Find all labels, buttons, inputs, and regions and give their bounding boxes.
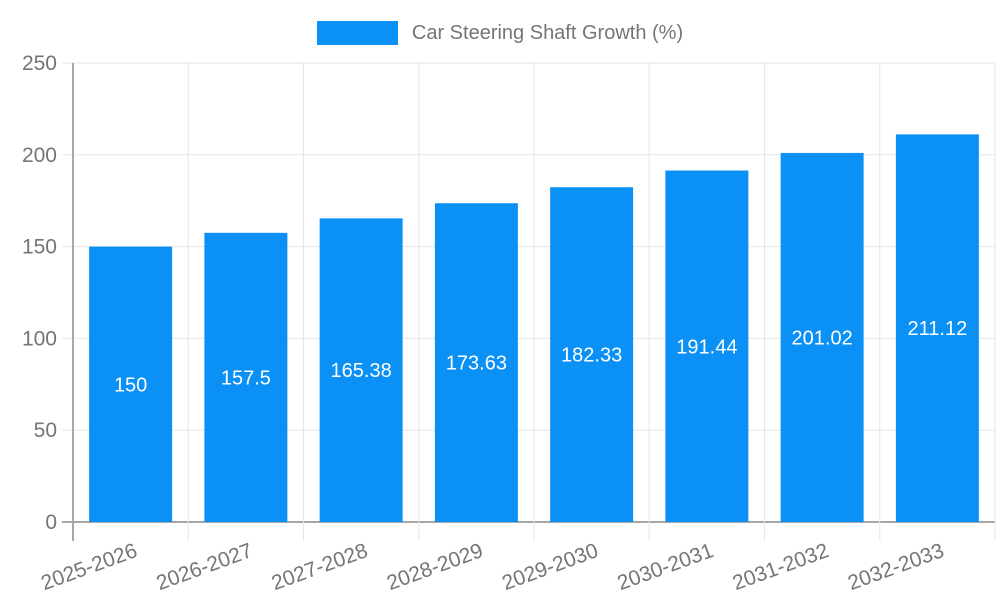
bar-2026-2027[interactable] <box>204 232 288 522</box>
y-tick-label: 100 <box>22 327 57 350</box>
x-tick-label: 2032-2033 <box>845 539 947 595</box>
bar-value-label: 211.12 <box>908 318 968 340</box>
bar-value-label: 182.33 <box>561 345 622 367</box>
x-tick-label: 2031-2032 <box>730 539 832 595</box>
legend[interactable]: Car Steering Shaft Growth (%) <box>0 20 1000 46</box>
bar-2030-2031[interactable] <box>665 170 749 522</box>
bar-2032-2033[interactable] <box>895 134 979 523</box>
x-tick-label: 2030-2031 <box>614 539 716 595</box>
bar-2025-2026[interactable] <box>89 246 173 522</box>
y-tick-label: 0 <box>45 511 57 534</box>
x-tick-label: 2028-2029 <box>384 539 486 595</box>
legend-swatch <box>316 21 398 45</box>
legend-label: Car Steering Shaft Growth (%) <box>411 22 684 44</box>
bar-2027-2028[interactable] <box>319 218 403 523</box>
y-tick-label: 50 <box>34 419 57 442</box>
y-tick-label: 250 <box>22 52 57 75</box>
bar-value-label: 165.38 <box>331 360 392 382</box>
bar-value-label: 173.63 <box>446 353 507 375</box>
x-tick-label: 2027-2028 <box>269 539 371 595</box>
bar-2029-2030[interactable] <box>550 187 634 522</box>
bar-value-label: 191.44 <box>676 336 737 358</box>
bar-2028-2029[interactable] <box>434 203 518 522</box>
bar-value-label: 201.02 <box>792 327 853 349</box>
bar-value-label: 157.5 <box>221 367 271 389</box>
y-tick-label: 200 <box>22 144 57 167</box>
bar-value-label: 150 <box>114 374 147 396</box>
x-tick-label: 2025-2026 <box>38 539 140 595</box>
bar-2031-2032[interactable] <box>780 152 864 522</box>
y-tick-label: 150 <box>22 236 57 259</box>
x-tick-label: 2026-2027 <box>153 539 255 595</box>
x-tick-label: 2029-2030 <box>499 539 601 595</box>
